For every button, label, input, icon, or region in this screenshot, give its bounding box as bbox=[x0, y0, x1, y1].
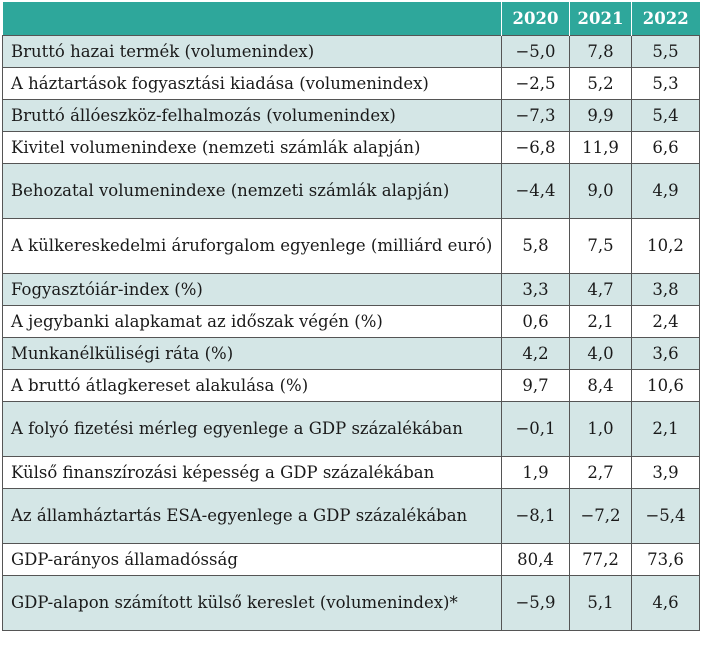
forecast-table-container: 2020 2021 2022 Bruttó hazai termék (volu… bbox=[2, 2, 700, 631]
value-2022: 3,6 bbox=[631, 337, 700, 370]
value-2020: −5,0 bbox=[501, 35, 570, 68]
row-label: Külső finanszírozási képesség a GDP száz… bbox=[2, 456, 502, 489]
header-year-2020: 2020 bbox=[501, 2, 570, 36]
table-row: Külső finanszírozási képesség a GDP száz… bbox=[2, 456, 700, 489]
economic-indicators-table: 2020 2021 2022 Bruttó hazai termék (volu… bbox=[2, 2, 700, 631]
row-label: Fogyasztóiár-index (%) bbox=[2, 273, 502, 306]
table-row: A jegybanki alapkamat az időszak végén (… bbox=[2, 305, 700, 338]
header-label-cell bbox=[2, 2, 502, 36]
value-2022: 5,3 bbox=[631, 67, 700, 100]
value-2020: −6,8 bbox=[501, 131, 570, 164]
table-row: Bruttó hazai termék (volumenindex) −5,0 … bbox=[2, 35, 700, 68]
value-2021: 4,0 bbox=[569, 337, 632, 370]
value-2022: 10,2 bbox=[631, 218, 700, 274]
value-2021: 2,7 bbox=[569, 456, 632, 489]
value-2020: −4,4 bbox=[501, 163, 570, 219]
value-2021: 7,8 bbox=[569, 35, 632, 68]
row-label: A háztartások fogyasztási kiadása (volum… bbox=[2, 67, 502, 100]
row-label: Behozatal volumenindexe (nemzeti számlák… bbox=[2, 163, 502, 219]
row-label: GDP-alapon számított külső kereslet (vol… bbox=[2, 575, 502, 631]
header-row: 2020 2021 2022 bbox=[2, 2, 700, 36]
table-row: Kivitel volumenindexe (nemzeti számlák a… bbox=[2, 131, 700, 164]
value-2022: 2,1 bbox=[631, 401, 700, 457]
value-2022: 73,6 bbox=[631, 543, 700, 576]
row-label: A külkereskedelmi áruforgalom egyenlege … bbox=[2, 218, 502, 274]
value-2020: −8,1 bbox=[501, 488, 570, 544]
value-2022: 3,9 bbox=[631, 456, 700, 489]
row-label: GDP-arányos államadósság bbox=[2, 543, 502, 576]
value-2021: 5,2 bbox=[569, 67, 632, 100]
value-2020: −5,9 bbox=[501, 575, 570, 631]
value-2020: 4,2 bbox=[501, 337, 570, 370]
value-2020: −2,5 bbox=[501, 67, 570, 100]
value-2020: 3,3 bbox=[501, 273, 570, 306]
row-label: A folyó fizetési mérleg egyenlege a GDP … bbox=[2, 401, 502, 457]
value-2022: 4,9 bbox=[631, 163, 700, 219]
header-year-2022: 2022 bbox=[631, 2, 700, 36]
table-row: A háztartások fogyasztási kiadása (volum… bbox=[2, 67, 700, 100]
value-2022: 4,6 bbox=[631, 575, 700, 631]
value-2022: 10,6 bbox=[631, 369, 700, 402]
table-row: A bruttó átlagkereset alakulása (%) 9,7 … bbox=[2, 369, 700, 402]
value-2022: 3,8 bbox=[631, 273, 700, 306]
value-2021: 5,1 bbox=[569, 575, 632, 631]
row-label: Bruttó állóeszköz-felhalmozás (volumenin… bbox=[2, 99, 502, 132]
value-2021: 77,2 bbox=[569, 543, 632, 576]
value-2022: 2,4 bbox=[631, 305, 700, 338]
value-2021: 8,4 bbox=[569, 369, 632, 402]
table-row: A folyó fizetési mérleg egyenlege a GDP … bbox=[2, 401, 700, 457]
value-2022: 5,5 bbox=[631, 35, 700, 68]
table-row: Fogyasztóiár-index (%) 3,3 4,7 3,8 bbox=[2, 273, 700, 306]
row-label: Bruttó hazai termék (volumenindex) bbox=[2, 35, 502, 68]
row-label: Kivitel volumenindexe (nemzeti számlák a… bbox=[2, 131, 502, 164]
value-2022: 6,6 bbox=[631, 131, 700, 164]
value-2021: 9,9 bbox=[569, 99, 632, 132]
value-2021: 7,5 bbox=[569, 218, 632, 274]
header-year-2021: 2021 bbox=[569, 2, 632, 36]
table-row: Behozatal volumenindexe (nemzeti számlák… bbox=[2, 163, 700, 219]
table-row: Bruttó állóeszköz-felhalmozás (volumenin… bbox=[2, 99, 700, 132]
value-2021: 2,1 bbox=[569, 305, 632, 338]
value-2021: 1,0 bbox=[569, 401, 632, 457]
table-row: Munkanélküliségi ráta (%) 4,2 4,0 3,6 bbox=[2, 337, 700, 370]
table-row: A külkereskedelmi áruforgalom egyenlege … bbox=[2, 218, 700, 274]
value-2020: −0,1 bbox=[501, 401, 570, 457]
table-row: GDP-arányos államadósság 80,4 77,2 73,6 bbox=[2, 543, 700, 576]
value-2022: −5,4 bbox=[631, 488, 700, 544]
table-row: Az államháztartás ESA-egyenlege a GDP sz… bbox=[2, 488, 700, 544]
value-2020: 1,9 bbox=[501, 456, 570, 489]
value-2020: 9,7 bbox=[501, 369, 570, 402]
value-2021: 9,0 bbox=[569, 163, 632, 219]
value-2020: 0,6 bbox=[501, 305, 570, 338]
row-label: A jegybanki alapkamat az időszak végén (… bbox=[2, 305, 502, 338]
value-2021: −7,2 bbox=[569, 488, 632, 544]
value-2020: 80,4 bbox=[501, 543, 570, 576]
value-2020: 5,8 bbox=[501, 218, 570, 274]
row-label: A bruttó átlagkereset alakulása (%) bbox=[2, 369, 502, 402]
row-label: Az államháztartás ESA-egyenlege a GDP sz… bbox=[2, 488, 502, 544]
value-2022: 5,4 bbox=[631, 99, 700, 132]
value-2021: 4,7 bbox=[569, 273, 632, 306]
value-2020: −7,3 bbox=[501, 99, 570, 132]
value-2021: 11,9 bbox=[569, 131, 632, 164]
row-label: Munkanélküliségi ráta (%) bbox=[2, 337, 502, 370]
table-row: GDP-alapon számított külső kereslet (vol… bbox=[2, 575, 700, 631]
